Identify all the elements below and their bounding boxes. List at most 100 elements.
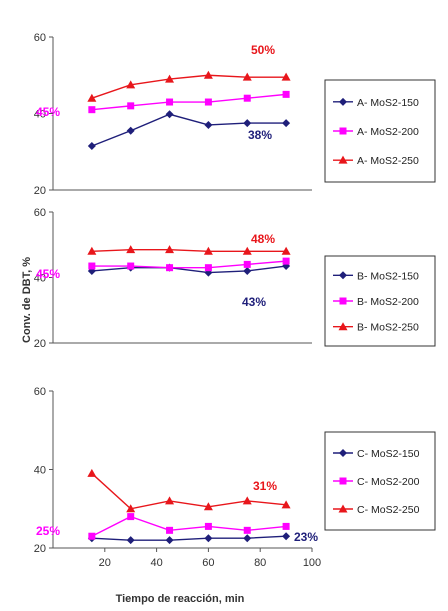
data-point	[87, 93, 97, 102]
data-point	[242, 496, 252, 505]
data-point	[204, 264, 212, 272]
data-point	[166, 98, 174, 106]
data-point	[165, 536, 174, 545]
legend-marker	[338, 322, 348, 331]
x-tick-label: 60	[202, 557, 214, 569]
y-tick-label: 40	[34, 273, 46, 285]
annotation-label: 48%	[251, 232, 275, 246]
series-line	[91, 515, 287, 537]
data-point	[243, 266, 252, 275]
annotation-label: 45%	[36, 105, 60, 119]
data-point	[282, 532, 291, 541]
data-point	[243, 119, 252, 128]
series-line	[91, 113, 287, 147]
data-point	[165, 496, 175, 505]
legend-1: A- MoS2-150 A- MoS2-200 A- MoS2-250	[324, 79, 436, 183]
data-point	[87, 246, 97, 255]
data-point	[242, 246, 252, 255]
annotation-label: 50%	[251, 43, 275, 57]
data-point	[127, 102, 135, 110]
annotation-label: 31%	[253, 479, 277, 493]
x-axis-label: Tiempo de reacción, min	[116, 593, 245, 605]
legend-marker	[339, 477, 347, 485]
data-point	[243, 260, 251, 268]
series-line	[91, 265, 287, 274]
series-line	[91, 74, 287, 99]
data-point	[166, 264, 174, 272]
data-point	[282, 90, 290, 98]
data-point	[282, 257, 290, 265]
data-point	[88, 532, 96, 540]
y-tick-label: 20	[34, 543, 46, 555]
annotation-label: 45%	[36, 267, 60, 281]
legend-label: C- MoS2-150	[357, 448, 420, 460]
data-point	[282, 522, 290, 530]
data-point	[243, 534, 252, 543]
legend-label: B- MoS2-200	[357, 296, 419, 308]
data-point	[88, 262, 96, 270]
series-a-mos2-150	[87, 110, 291, 151]
legend-label: B- MoS2-150	[357, 270, 419, 282]
annotation-label: 25%	[36, 524, 60, 538]
y-tick-label: 60	[34, 207, 46, 219]
data-point	[281, 246, 291, 255]
series-c-mos2-250	[87, 468, 291, 513]
data-point	[126, 80, 136, 89]
data-point	[204, 534, 213, 543]
legend-marker	[338, 504, 348, 513]
legend-label: A- MoS2-200	[357, 126, 419, 138]
y-tick-label: 60	[34, 32, 46, 44]
series-line	[91, 472, 287, 510]
data-point	[203, 502, 213, 511]
data-point	[126, 126, 135, 135]
data-point	[203, 70, 213, 79]
legend-marker	[339, 271, 347, 280]
legend-marker	[339, 97, 347, 106]
series-line	[91, 260, 287, 269]
legend-label: A- MoS2-150	[357, 97, 419, 109]
legend-3: C- MoS2-150 C- MoS2-200 C- MoS2-250	[324, 431, 436, 531]
data-point	[204, 522, 212, 530]
annotation-label: 43%	[242, 295, 266, 309]
data-point	[87, 468, 97, 477]
legend-marker	[338, 155, 348, 164]
data-point	[204, 98, 212, 106]
x-tick-label: 100	[303, 557, 321, 569]
x-tick-label: 20	[99, 557, 111, 569]
data-point	[281, 500, 291, 509]
y-axis-label: Conv. de DBT, %	[21, 257, 33, 343]
y-tick-label: 20	[34, 338, 46, 350]
data-point	[281, 72, 291, 81]
data-point	[165, 74, 175, 83]
legend-label: C- MoS2-250	[357, 504, 420, 516]
data-point	[203, 246, 213, 255]
annotation-label: 23%	[294, 530, 318, 544]
legend-2: B- MoS2-150 B- MoS2-200 B- MoS2-250	[324, 255, 436, 347]
data-point	[282, 119, 291, 128]
data-point	[165, 110, 174, 119]
series-b-mos2-200	[88, 257, 290, 272]
x-tick-label: 40	[150, 557, 162, 569]
data-point	[87, 142, 96, 151]
series-line	[91, 248, 287, 253]
data-point	[126, 504, 136, 513]
series-a-mos2-250	[87, 70, 291, 102]
data-point	[166, 526, 174, 534]
y-tick-label: 20	[34, 185, 46, 197]
x-tick-label: 80	[254, 557, 266, 569]
series-b-mos2-250	[87, 245, 291, 255]
data-point	[127, 513, 135, 521]
series-line	[91, 535, 287, 541]
y-tick-label: 40	[34, 465, 46, 477]
data-point	[243, 94, 251, 102]
legend-label: A- MoS2-250	[357, 155, 419, 167]
series-c-mos2-200	[88, 513, 290, 540]
data-point	[88, 106, 96, 114]
y-tick-label: 40	[34, 109, 46, 121]
legend-label: C- MoS2-200	[357, 476, 420, 488]
y-tick-label: 60	[34, 386, 46, 398]
